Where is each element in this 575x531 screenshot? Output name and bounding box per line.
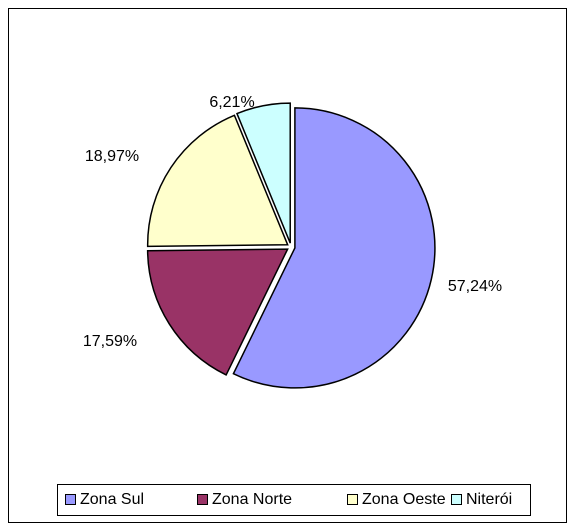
- legend-swatch: [451, 494, 462, 505]
- legend-swatch: [347, 494, 358, 505]
- legend-swatch: [65, 494, 76, 505]
- pie-slice: [232, 107, 436, 389]
- legend-label: Niterói: [466, 491, 512, 508]
- legend-label: Zona Norte: [212, 491, 292, 508]
- pie-slice: [236, 102, 291, 244]
- data-label: 17,59%: [83, 333, 137, 350]
- data-label: 18,97%: [85, 148, 139, 165]
- legend-label: Zona Sul: [80, 491, 144, 508]
- legend-swatch: [197, 494, 208, 505]
- data-label: 57,24%: [448, 278, 502, 295]
- legend-label: Zona Oeste: [362, 491, 446, 508]
- pie-slice: [146, 114, 289, 248]
- pie-slice: [146, 248, 289, 376]
- data-label: 6,21%: [209, 94, 254, 111]
